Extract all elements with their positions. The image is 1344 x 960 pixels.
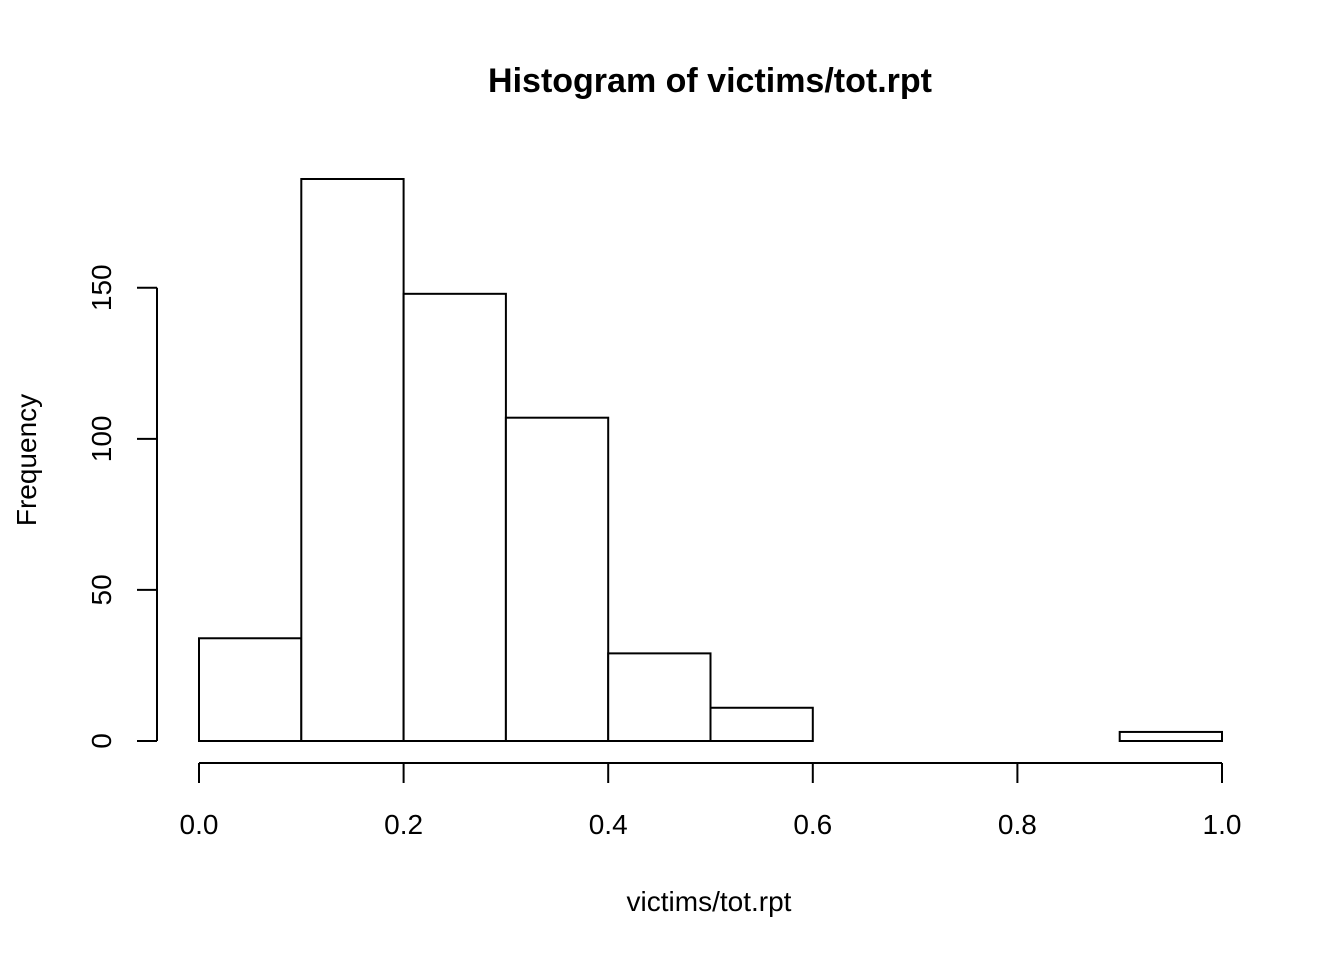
x-tick-label-1: 0.2 [384, 809, 423, 840]
histogram-bar-9 [1118, 730, 1223, 743]
bars-group [198, 178, 1223, 743]
x-axis: 0.0 0.2 0.4 0.6 0.8 1.0 [180, 762, 1242, 840]
y-axis-label: Frequency [11, 394, 42, 526]
x-axis-label: victims/tot.rpt [627, 886, 792, 917]
y-axis: 0 50 100 150 [86, 264, 158, 749]
histogram-bar-5 [709, 706, 814, 742]
histogram-bar-0 [198, 637, 303, 742]
x-tick-label-5: 1.0 [1203, 809, 1242, 840]
histogram-bar-2 [402, 292, 507, 742]
y-tick-label-2: 100 [86, 415, 117, 462]
histogram-bar-1 [300, 178, 405, 742]
x-tick-label-3: 0.6 [793, 809, 832, 840]
y-tick-label-0: 0 [86, 733, 117, 749]
y-tick-label-3: 150 [86, 264, 117, 311]
y-tick-label-1: 50 [86, 574, 117, 605]
x-tick-label-4: 0.8 [998, 809, 1037, 840]
x-tick-label-2: 0.4 [589, 809, 628, 840]
histogram-bar-4 [607, 652, 712, 742]
chart-title: Histogram of victims/tot.rpt [488, 62, 932, 100]
x-tick-label-0: 0.0 [180, 809, 219, 840]
histogram-bar-3 [504, 416, 610, 742]
